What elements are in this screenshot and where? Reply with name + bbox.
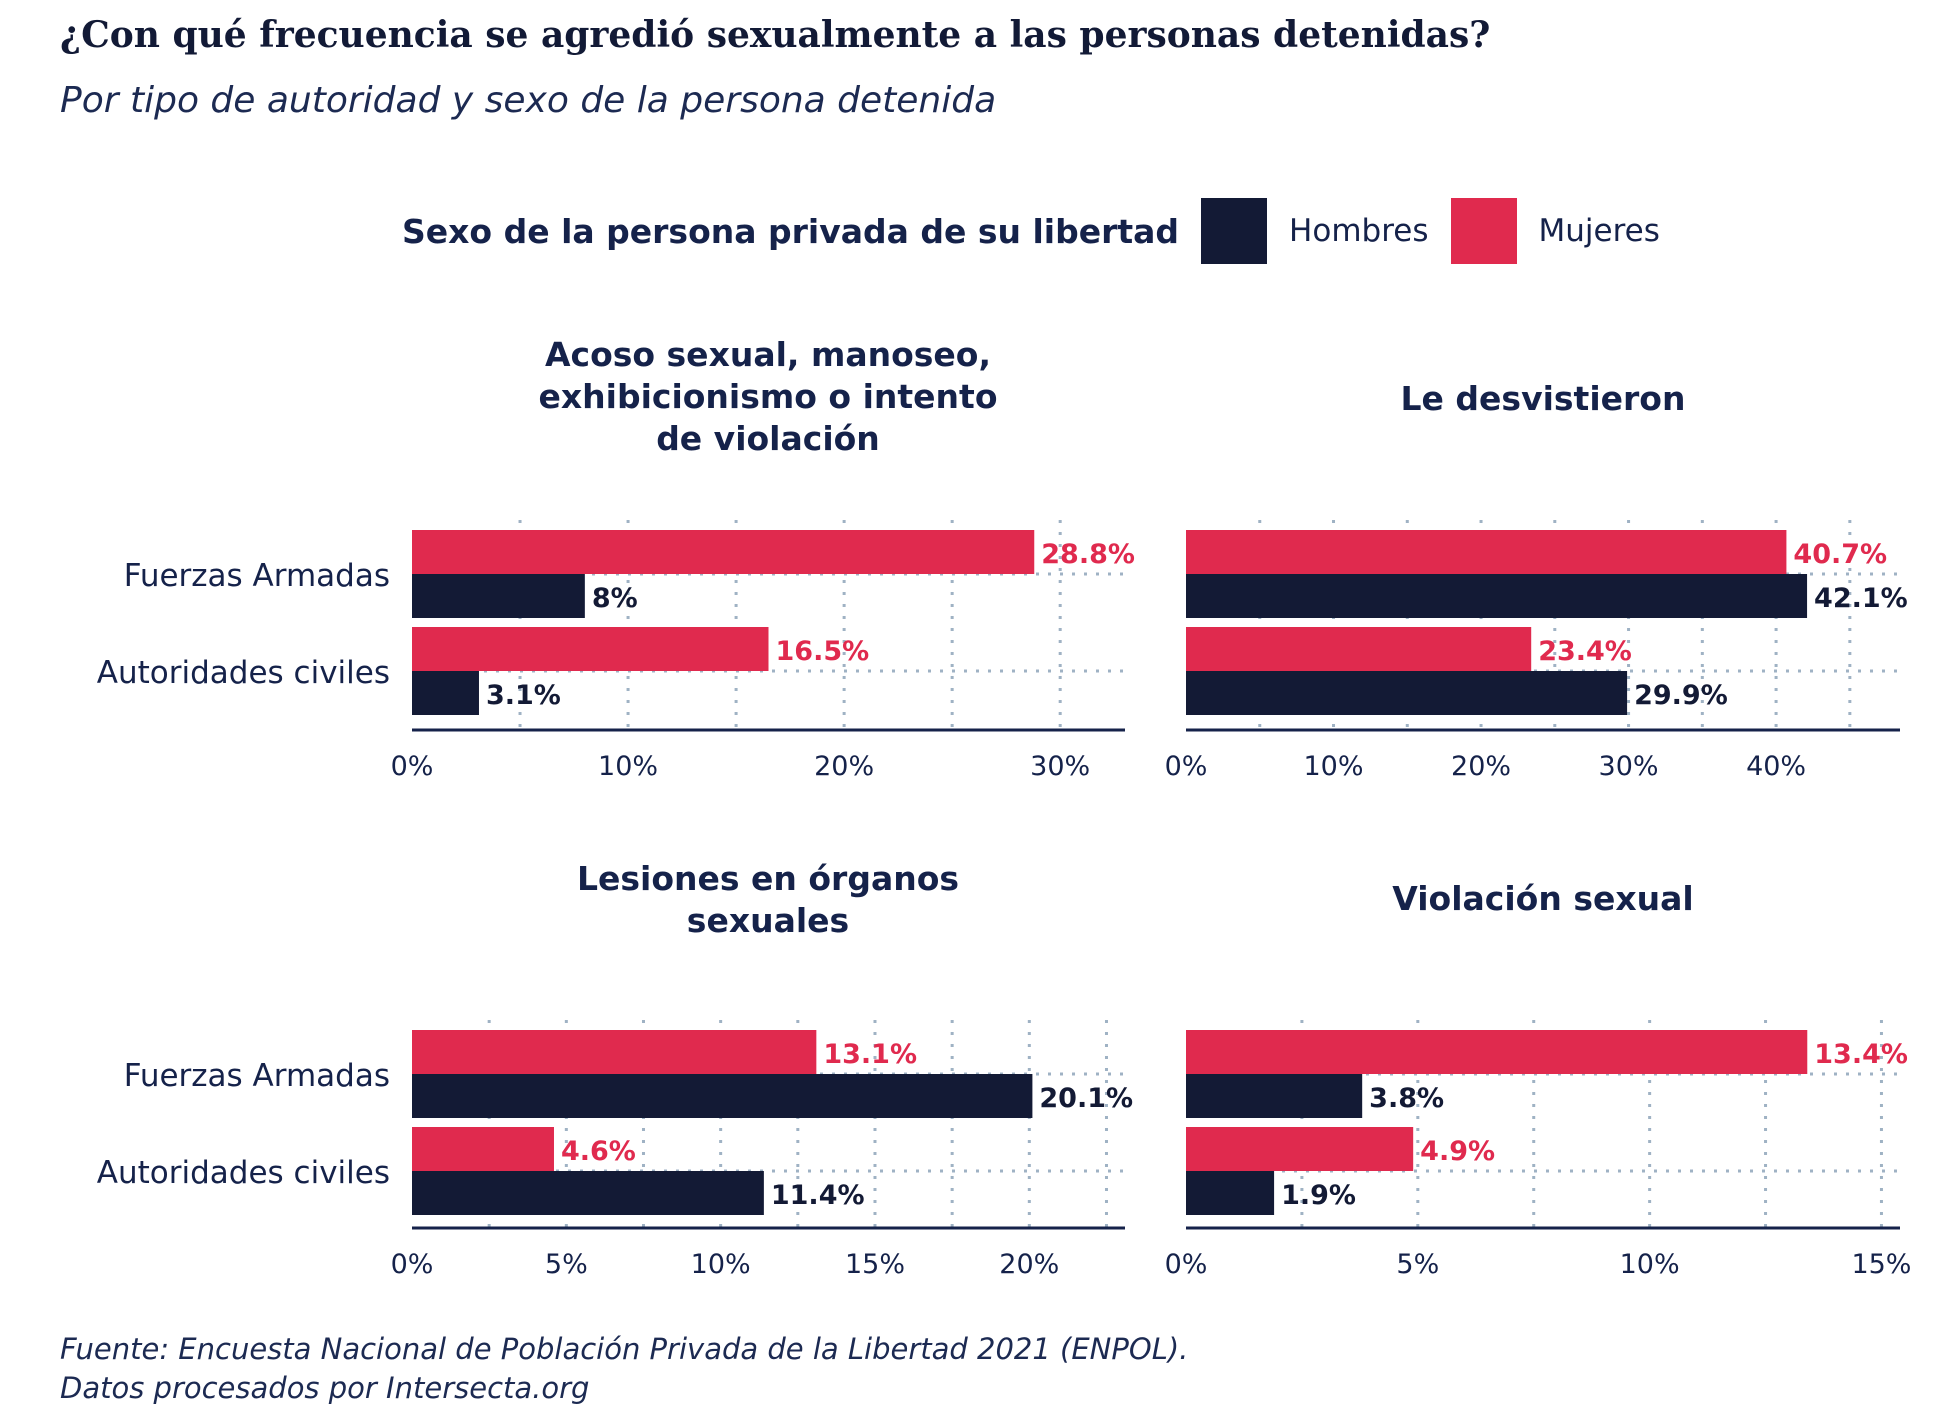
panel-1-bar-mujeres-1 xyxy=(412,530,1035,574)
panel-2-title-line-1: Le desvistieron xyxy=(1401,379,1686,418)
panel-3-tick-label: 15% xyxy=(845,1249,905,1280)
panel-3-tick-label: 0% xyxy=(391,1249,434,1280)
panel-4-tick-label: 5% xyxy=(1396,1249,1439,1280)
legend-label-hombres: Hombres xyxy=(1289,213,1429,249)
legend-label-mujeres: Mujeres xyxy=(1538,213,1660,249)
panel-1-category-label: Autoridades civiles xyxy=(97,655,390,691)
panel-1-title-line-2: exhibicionismo o intento xyxy=(538,377,997,416)
panel-2-bar-hombres-1 xyxy=(1186,574,1808,618)
footer-source: Fuente: Encuesta Nacional de Población P… xyxy=(60,1332,1189,1366)
panel-2-label-hombres-2: 29.9% xyxy=(1634,680,1728,711)
panel-1-tick-label: 10% xyxy=(598,751,658,782)
footer: Fuente: Encuesta Nacional de Población P… xyxy=(60,1330,1188,1408)
legend-swatch-mujeres xyxy=(1450,198,1517,264)
panel-2-tick-label: 40% xyxy=(1746,751,1806,782)
panel-4-bar-mujeres-1 xyxy=(1186,1030,1808,1074)
panel-2-tick-label: 30% xyxy=(1599,751,1659,782)
panel-2-tick-label: 20% xyxy=(1451,751,1511,782)
panel-1-title-line-3: de violación xyxy=(656,419,880,458)
panel-3-category-label: Autoridades civiles xyxy=(97,1155,390,1191)
panel-2-bar-hombres-2 xyxy=(1186,671,1628,715)
panel-4-label-mujeres-2: 4.9% xyxy=(1420,1136,1495,1167)
panel-1-label-mujeres-1: 28.8% xyxy=(1041,539,1135,570)
panel-1-tick-label: 20% xyxy=(814,751,874,782)
legend: Sexo de la persona privada de su liberta… xyxy=(402,198,1682,264)
panel-3-tick-label: 5% xyxy=(545,1249,588,1280)
panel-2-bar-mujeres-2 xyxy=(1186,627,1532,671)
legend-swatch-hombres xyxy=(1201,198,1268,264)
panel-3-label-mujeres-2: 4.6% xyxy=(561,1136,636,1167)
panel-4-tick-label: 0% xyxy=(1165,1249,1208,1280)
panel-4-bar-hombres-2 xyxy=(1186,1171,1275,1215)
panel-3-category-label: Fuerzas Armadas xyxy=(124,1058,390,1094)
panel-2-tick-label: 0% xyxy=(1165,751,1208,782)
panel-1-bar-mujeres-2 xyxy=(412,627,769,671)
panel-1-label-hombres-1: 8% xyxy=(592,583,638,614)
panel-4-label-hombres-2: 1.9% xyxy=(1281,1180,1356,1211)
panel-1-tick-label: 30% xyxy=(1030,751,1090,782)
panel-3-bar-hombres-2 xyxy=(412,1171,764,1215)
panel-3-tick-label: 20% xyxy=(999,1249,1059,1280)
chart-title: ¿Con qué frecuencia se agredió sexualmen… xyxy=(60,14,1491,56)
panel-1-tick-label: 0% xyxy=(391,751,434,782)
panel-1-category-label: Fuerzas Armadas xyxy=(124,558,390,594)
panel-1-label-hombres-2: 3.1% xyxy=(486,680,561,711)
panel-3-bar-mujeres-1 xyxy=(412,1030,817,1074)
panel-3-title-line-2: sexuales xyxy=(687,901,849,940)
legend-title: Sexo de la persona privada de su liberta… xyxy=(402,211,1180,251)
panel-1-label-mujeres-2: 16.5% xyxy=(776,636,870,667)
panel-2-label-mujeres-2: 23.4% xyxy=(1538,636,1632,667)
panel-1-bar-hombres-1 xyxy=(412,574,585,618)
panel-4-title-line-1: Violación sexual xyxy=(1392,879,1693,918)
panel-3-bar-mujeres-2 xyxy=(412,1127,554,1171)
panel-4-label-hombres-1: 3.8% xyxy=(1369,1083,1444,1114)
panel-2-tick-label: 10% xyxy=(1304,751,1364,782)
panel-3-title-line-1: Lesiones en órganos xyxy=(577,859,959,898)
panel-4-tick-label: 10% xyxy=(1620,1249,1680,1280)
footer-credit: Datos procesados por Intersecta.org xyxy=(60,1371,590,1405)
panel-4-label-mujeres-1: 13.4% xyxy=(1814,1039,1908,1070)
panel-1-title-line-1: Acoso sexual, manoseo, xyxy=(545,335,991,374)
chart-subtitle: Por tipo de autoridad y sexo de la perso… xyxy=(60,80,997,121)
panel-3-label-mujeres-1: 13.1% xyxy=(823,1039,917,1070)
panel-4-bar-hombres-1 xyxy=(1186,1074,1363,1118)
panel-3-tick-label: 10% xyxy=(691,1249,751,1280)
panel-4-tick-label: 15% xyxy=(1851,1249,1911,1280)
panel-1-bar-hombres-2 xyxy=(412,671,479,715)
panel-3-label-hombres-1: 20.1% xyxy=(1039,1083,1133,1114)
panel-2-bar-mujeres-1 xyxy=(1186,530,1787,574)
panel-3-label-hombres-2: 11.4% xyxy=(771,1180,865,1211)
panel-2-label-mujeres-1: 40.7% xyxy=(1793,539,1887,570)
panel-2-label-hombres-1: 42.1% xyxy=(1814,583,1908,614)
panel-4-bar-mujeres-2 xyxy=(1186,1127,1414,1171)
panel-3-bar-hombres-1 xyxy=(412,1074,1033,1118)
